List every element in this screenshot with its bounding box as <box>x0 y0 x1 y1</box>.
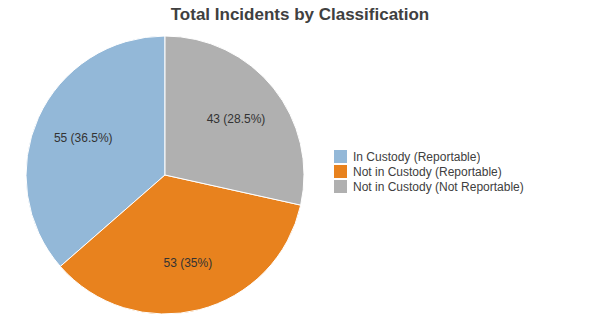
html-text:Not in Custody (Not Reportable: Not in Custody (Not Reportable) <box>353 179 524 194</box>
html-text:In Custody (Reportable): In Custody (Reportable) <box>353 149 481 164</box>
svg-text:53 (35%): 53 (35%) <box>163 256 212 270</box>
html-text:Total Incidents by Classificat: Total Incidents by Classification <box>170 5 430 24</box>
html-text:Not in Custody (Reportable): Not in Custody (Reportable) <box>353 164 502 179</box>
svg-text:43 (28.5%): 43 (28.5%) <box>207 112 266 126</box>
svg-text:55 (36.5%): 55 (36.5%) <box>54 131 113 145</box>
